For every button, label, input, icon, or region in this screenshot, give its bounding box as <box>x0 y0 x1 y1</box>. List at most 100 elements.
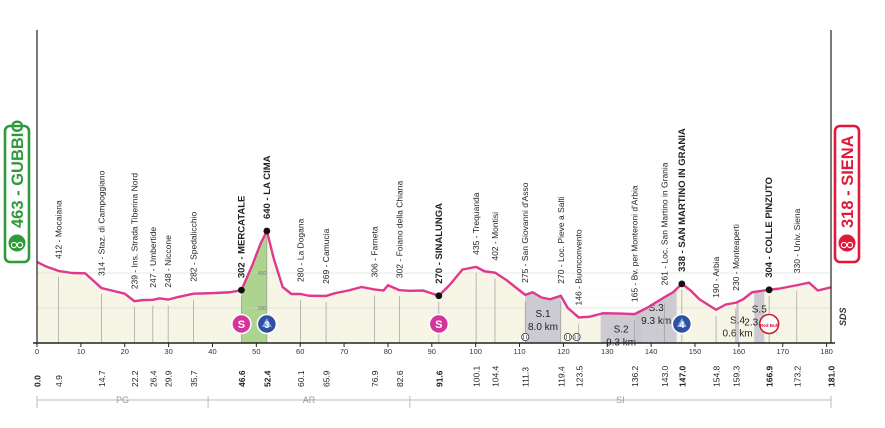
start-km-label: 0.0 <box>33 375 43 387</box>
sds-logo: SDS <box>838 307 848 326</box>
gravel-sector-name: S.1 <box>536 309 551 320</box>
x-tick-label: 40 <box>208 347 216 356</box>
point-labels: 412 - Mocaiana 4.9 314 - Staz. di Campoggi… <box>33 128 837 387</box>
bonus-sprint-badge <box>758 313 780 335</box>
cyclist-icon <box>838 234 856 252</box>
cyclist-icon-wheel <box>840 241 848 249</box>
point-label: 247 - Umbertide <box>148 227 158 288</box>
gravel-sector-name: S.2 <box>614 325 629 336</box>
gravel-sectors: S.18.0 km S.29.3 kmS.39.3 km S.40.6 kmS.52… <box>525 288 774 349</box>
mountain-icon <box>676 318 687 327</box>
point-label: 270 - SINALUNGA <box>434 203 445 284</box>
gravel-sector-1 <box>525 292 561 343</box>
gravel-sector-length: 9.3 km <box>641 316 671 327</box>
km-label: 100.1 <box>472 365 482 387</box>
waypoint-dot <box>238 286 245 294</box>
km-label: 104.4 <box>490 365 500 387</box>
x-tick-label: 130 <box>601 347 614 356</box>
point-label: 280 - La Dogana <box>296 218 306 282</box>
region-code: PG <box>116 395 129 405</box>
mountain-icon <box>261 318 272 327</box>
cyclist-icon-wheel <box>10 241 18 249</box>
km-label: 91.6 <box>434 370 444 387</box>
x-tick-label: 10 <box>77 347 85 356</box>
point-label: 282 - Spedalicchio <box>189 211 199 281</box>
finish-badge: 318 - SIENA <box>833 124 861 264</box>
point-label: 275 - San Giovanni d'Asso <box>520 182 530 283</box>
sprint-badge <box>428 313 450 335</box>
km-label: 22.2 <box>130 370 140 387</box>
km-label: 60.1 <box>296 370 306 387</box>
km-label: 173.2 <box>792 365 802 387</box>
point-label: 165 - Bv. per Monteroni d'Arbia <box>629 185 639 302</box>
x-tick-label: 180 <box>820 347 833 356</box>
x-tick-label: 110 <box>514 347 526 356</box>
region-code: AR <box>303 395 316 405</box>
altitude-grid: 200 400 <box>37 271 831 312</box>
point-label: 435 - Trequanda <box>471 192 481 255</box>
region-bar: PG AR SI <box>36 395 832 408</box>
km-label: 147.0 <box>677 365 687 387</box>
sprint-badge-label: S <box>435 319 442 331</box>
gravel-sector-name: S.5 <box>752 304 767 315</box>
km-label: 154.8 <box>712 365 722 387</box>
climb-zone <box>241 231 267 343</box>
km-label: 136.2 <box>630 365 640 387</box>
kom-badge-label: 4 <box>679 320 684 330</box>
point-label: 402 - Montisi <box>490 212 500 261</box>
km-label: 166.9 <box>765 365 775 387</box>
point-label: 261 - Loc. San Martino in Grania <box>659 162 669 285</box>
point-label: 302 - MERCATALE <box>236 196 247 279</box>
x-tick-label: 80 <box>384 347 392 356</box>
grid-label: 400 <box>258 271 267 277</box>
x-tick-label: 100 <box>469 347 482 356</box>
km-label: 14.7 <box>97 370 107 387</box>
km-label: 29.9 <box>164 370 174 387</box>
waypoint-dot <box>435 292 443 300</box>
gravel-sector-length: 0.6 km <box>723 328 753 339</box>
point-label: 338 - SAN MARTINO IN GRANIA <box>677 128 688 272</box>
x-tick-label: 50 <box>252 347 260 356</box>
sprint-badge <box>231 313 252 335</box>
point-label: 306 - Farneta <box>369 226 379 277</box>
gravel-sector-name: S.3 <box>649 303 664 314</box>
x-tick-label: 150 <box>689 347 702 356</box>
start-badge-label: 463 - GUBBIO <box>9 120 27 228</box>
gravel-sector-name: S.4 <box>730 315 745 326</box>
point-label: 330 - Univ. Siena <box>792 208 802 273</box>
km-label: 119.4 <box>556 366 566 387</box>
finish-km-label: 181.0 <box>827 365 837 387</box>
waypoint-dot <box>263 227 271 235</box>
gravel-sector-length: 8.0 km <box>528 322 558 333</box>
point-label: 314 - Staz. di Campoggiano <box>96 170 106 276</box>
point-label: 304 - COLLE PINZUTO <box>764 177 775 278</box>
km-label: 4.9 <box>54 375 64 387</box>
km-label: 143.0 <box>660 365 670 387</box>
x-tick-label: 160 <box>733 347 746 356</box>
point-label: 248 - Niccone <box>163 235 173 288</box>
railway-crossing-icon <box>572 332 581 341</box>
point-label: 190 - Arbia <box>711 256 721 297</box>
x-tick-label: 60 <box>296 347 304 356</box>
km-label: 65.9 <box>322 370 332 387</box>
gravel-sector-3 <box>635 288 677 343</box>
km-label: 111.3 <box>521 367 531 387</box>
start-badge: 463 - GUBBIO <box>3 120 31 264</box>
railway-crossing-icon <box>521 332 530 341</box>
x-tick-label: 90 <box>428 347 436 356</box>
grid-label: 200 <box>258 306 267 312</box>
gravel-sector-2 <box>600 310 642 343</box>
railway-crossing-icon <box>563 332 572 341</box>
x-tick-label: 70 <box>340 347 348 356</box>
km-label: 159.3 <box>731 365 741 387</box>
km-label: 46.6 <box>237 370 247 387</box>
x-tick-label: 0 <box>35 347 39 356</box>
sprint-badge-label: S <box>238 319 245 331</box>
km-label: 82.6 <box>395 370 405 387</box>
km-label: 35.7 <box>189 370 199 387</box>
waypoint-dot <box>765 286 773 294</box>
x-tick-label: 120 <box>557 347 570 356</box>
kom-badge-label: 3 <box>264 320 269 330</box>
point-label: 302 - Foiano della Chiana <box>394 181 404 279</box>
